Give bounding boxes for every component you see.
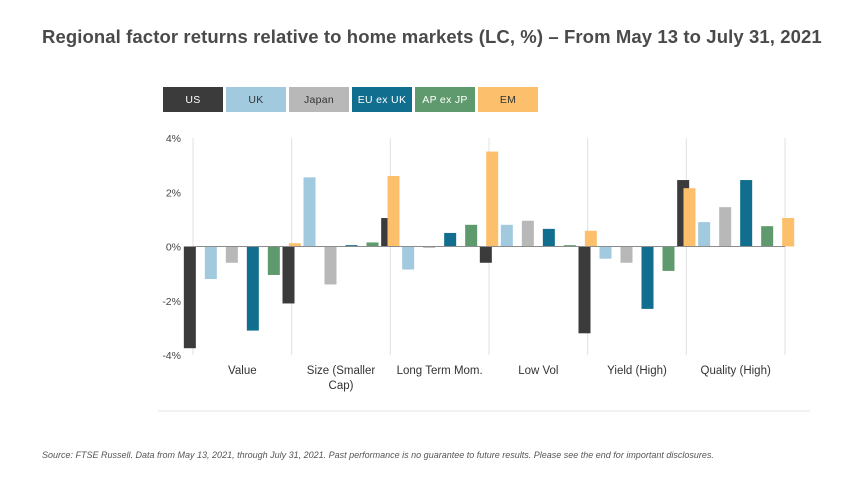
x-category-label-line: Value — [228, 365, 257, 377]
y-tick-label: -4% — [162, 350, 181, 362]
bar-ap-ex-jp — [267, 246, 280, 275]
bar-em — [387, 175, 400, 247]
bar-ap-ex-jp — [662, 246, 675, 271]
source-note: Source: FTSE Russell. Data from May 13, … — [42, 450, 714, 460]
x-category-label-line: Cap) — [329, 380, 354, 392]
bar-ap-ex-jp — [761, 226, 774, 247]
bar-uk — [303, 177, 316, 247]
bar-japan — [620, 246, 633, 263]
bar-eu-ex-uk — [444, 232, 457, 247]
x-category-label: Low Vol — [518, 365, 558, 377]
bar-eu-ex-uk — [542, 228, 555, 247]
y-tick-label: 4% — [166, 133, 181, 145]
bar-chart: 4% 2% 0% -2% -4% Value Size (Smaller Cap) Long T… — [158, 133, 810, 412]
bar-em — [288, 243, 301, 247]
y-tick-label: 2% — [166, 187, 181, 199]
bar-japan — [521, 220, 534, 247]
x-category-label: Yield (High) — [607, 365, 667, 377]
x-category-label: Value — [228, 365, 257, 377]
bar-ap-ex-jp — [465, 224, 478, 247]
x-category-label: Long Term Mom. — [397, 365, 483, 377]
legend-item-em: EM — [478, 87, 538, 112]
bar-uk — [402, 246, 415, 270]
bar-us — [282, 246, 295, 304]
bar-japan — [719, 207, 732, 247]
legend-item-eu-ex-uk: EU ex UK — [352, 87, 412, 112]
chart-title: Regional factor returns relative to home… — [42, 26, 822, 47]
x-category-label-line: Quality (High) — [701, 365, 771, 377]
x-category-label-line: Yield (High) — [607, 365, 667, 377]
bar-us — [578, 246, 591, 334]
chart-legend: US UK Japan EU ex UK AP ex JP EM — [163, 87, 538, 112]
y-tick-label: -2% — [162, 296, 181, 308]
bar-uk — [500, 224, 513, 247]
bar-eu-ex-uk — [740, 180, 753, 247]
bar-uk — [204, 246, 217, 280]
bar-japan — [423, 246, 436, 248]
x-category-label-line: Size (Smaller — [307, 365, 376, 377]
x-category-label: Size (Smaller Cap) — [307, 365, 376, 392]
y-tick-label: 0% — [166, 242, 181, 254]
bar-us — [479, 246, 492, 263]
bar-us — [183, 246, 196, 349]
legend-item-us: US — [163, 87, 223, 112]
bar-eu-ex-uk — [641, 246, 654, 309]
x-category-label: Quality (High) — [701, 365, 771, 377]
bar-uk — [698, 222, 711, 247]
bar-em — [584, 230, 597, 247]
bar-uk — [599, 246, 612, 259]
bar-em — [486, 151, 499, 247]
bar-japan — [324, 246, 337, 285]
bar-eu-ex-uk — [345, 245, 358, 247]
bar-ap-ex-jp — [366, 242, 379, 247]
legend-item-japan: Japan — [289, 87, 349, 112]
x-category-label-line: Low Vol — [518, 365, 558, 377]
bar-japan — [225, 246, 238, 263]
x-category-label-line: Long Term Mom. — [397, 365, 483, 377]
bar-eu-ex-uk — [246, 246, 259, 331]
legend-item-ap-ex-jp: AP ex JP — [415, 87, 475, 112]
bar-em — [683, 188, 696, 247]
bar-em — [782, 218, 795, 247]
bar-ap-ex-jp — [563, 245, 576, 247]
legend-item-uk: UK — [226, 87, 286, 112]
